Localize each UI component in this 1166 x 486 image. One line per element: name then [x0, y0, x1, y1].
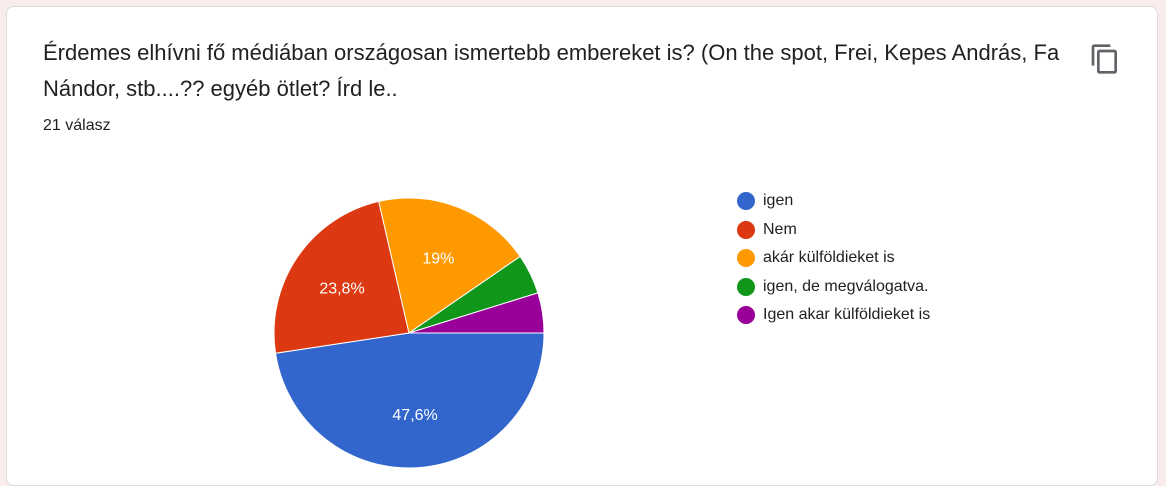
slice-label-0: 47,6% [392, 407, 437, 424]
legend-swatch [737, 220, 755, 239]
legend-swatch [737, 306, 755, 325]
legend-item-1[interactable]: Nem [737, 216, 930, 245]
legend-item-4[interactable]: Igen akar külföldieket is [737, 301, 930, 330]
pie-slice-2[interactable] [378, 197, 521, 334]
chart-legend: igen Nem akár külföldieket is igen, de megv… [737, 187, 930, 330]
copy-chart-button[interactable] [1083, 37, 1127, 81]
legend-swatch [737, 192, 755, 211]
copy-icon [1091, 44, 1117, 74]
slice-label-1: 23,8% [319, 280, 364, 297]
legend-label: igen, de megválogatva. [763, 277, 929, 295]
pie-slice-0[interactable] [274, 332, 545, 469]
legend-label: Igen akar külföldieket is [763, 306, 931, 324]
question-card: Érdemes elhívni fő médiában országosan i… [6, 6, 1158, 486]
response-count: 21 válasz [43, 117, 111, 134]
question-title: Érdemes elhívni fő médiában országosan i… [43, 40, 1060, 101]
legend-label: igen [763, 192, 794, 210]
slice-label-2: 19% [422, 251, 454, 268]
legend-item-2[interactable]: akár külföldieket is [737, 244, 930, 273]
legend-item-0[interactable]: igen [737, 187, 930, 216]
legend-label: akár külföldieket is [763, 249, 895, 267]
legend-label: Nem [763, 220, 797, 238]
legend-swatch [737, 249, 755, 268]
pie-chart: 47,6% 23,8% 19% [273, 197, 545, 469]
pie-slice-1[interactable] [273, 200, 410, 354]
legend-swatch [737, 277, 755, 296]
legend-item-3[interactable]: igen, de megválogatva. [737, 273, 930, 302]
pie-slice-4[interactable] [408, 292, 545, 334]
